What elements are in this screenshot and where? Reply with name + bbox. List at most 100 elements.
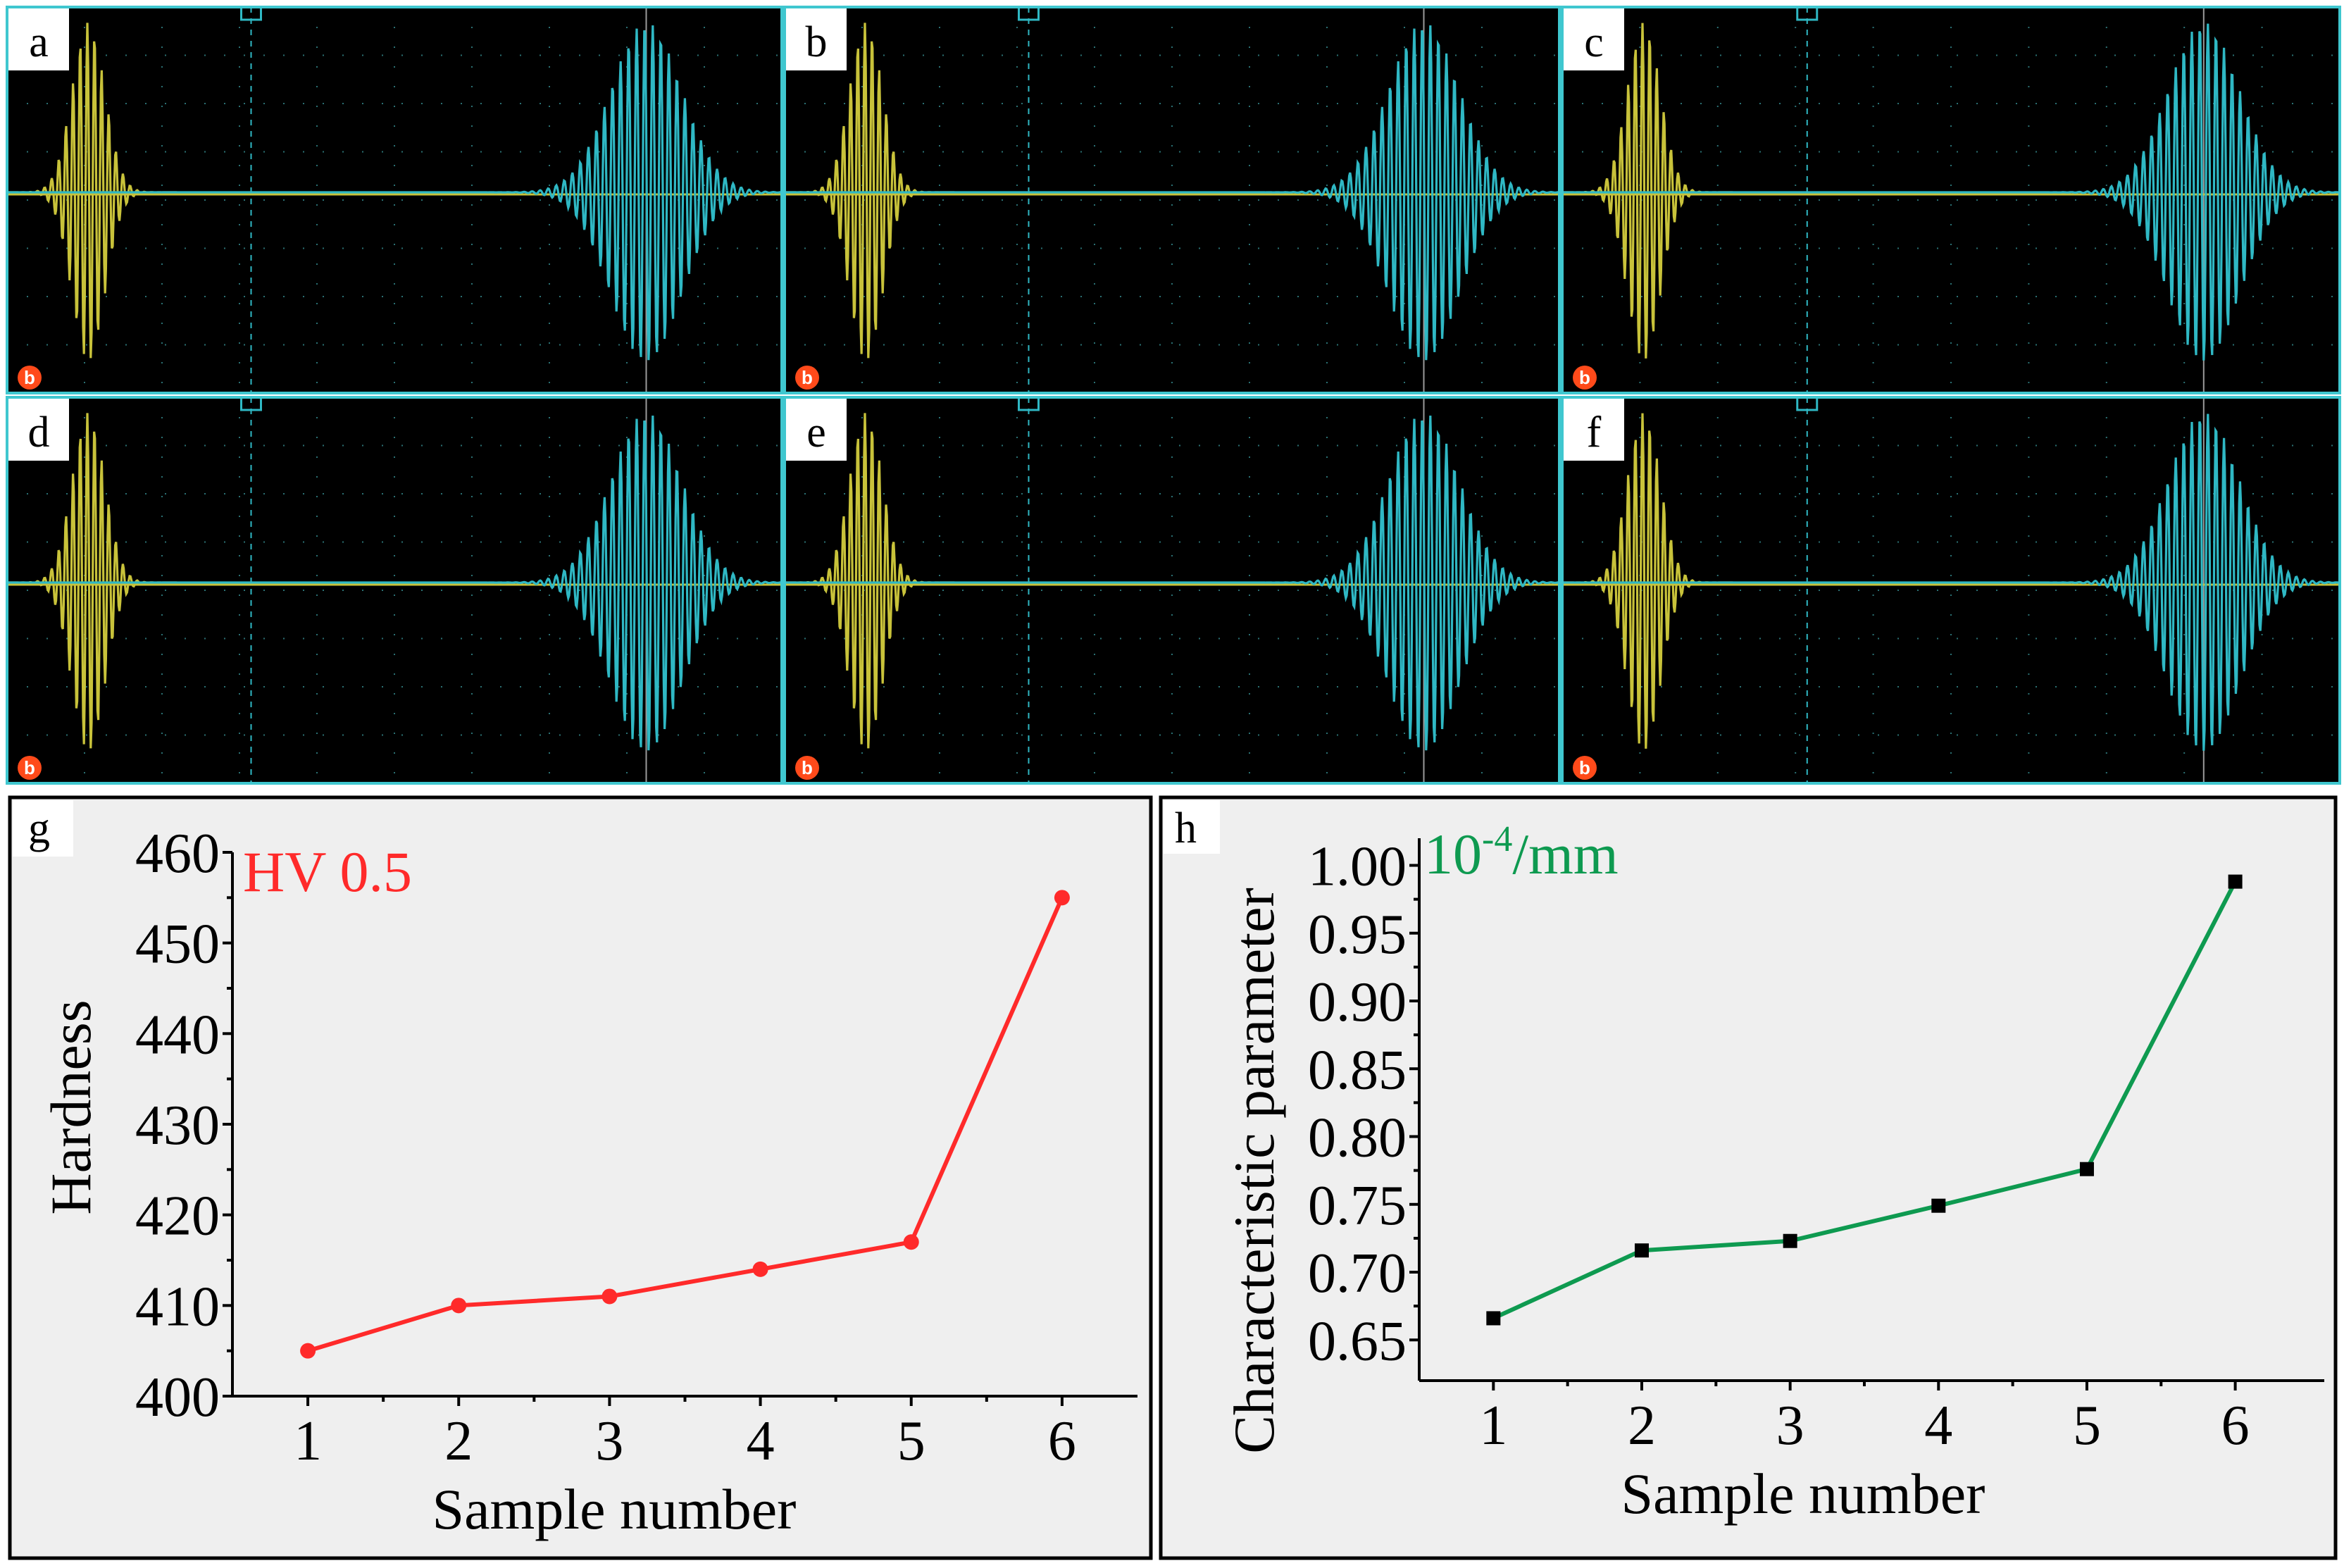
y-tick-label: 440 — [135, 1004, 220, 1066]
series-line — [307, 897, 1064, 1353]
channel-marker-icon — [795, 756, 819, 780]
hardness-axes: 400 410 420 430 440 450 460 1 2 3 4 5 6 — [135, 823, 1137, 1472]
hardness-chart: g HV 0.5 Sample number Hardness 40041042… — [8, 795, 1153, 1560]
osc-echo-signal — [1562, 413, 2340, 751]
y-tick-label: 410 — [135, 1276, 220, 1338]
channel-marker-icon — [1573, 756, 1597, 780]
data-point — [1783, 1233, 1797, 1248]
y-tick-label: 450 — [135, 914, 220, 976]
hardness-unit-annotation: HV 0.5 — [243, 840, 412, 904]
channel-marker-label: b — [1579, 367, 1590, 388]
parameter-marks — [1486, 874, 2243, 1326]
y-tick-label: 1.00 — [1308, 836, 1407, 898]
panel-label-box-a — [8, 8, 69, 70]
channel-marker-label: b — [802, 367, 813, 388]
panel-label-box-d — [8, 399, 69, 461]
oscilloscope-panel-f: fb — [1561, 396, 2341, 785]
osc-border — [1561, 6, 2341, 394]
hardness-marks — [300, 890, 1070, 1359]
channel-marker-icon — [18, 366, 42, 390]
channel-marker-icon — [795, 366, 819, 390]
data-point — [451, 1298, 467, 1314]
hardness-y-axis-title: Hardness — [39, 1000, 103, 1214]
osc-echo-signal — [1562, 23, 2340, 361]
panel-label-f: f — [1587, 409, 1602, 456]
data-point — [1486, 1311, 1501, 1326]
panel-label-d: d — [28, 409, 50, 456]
oscilloscope-panel-e: eb — [783, 396, 1561, 785]
x-tick-label: 4 — [747, 1410, 775, 1472]
panel-label-box-c — [1564, 8, 1624, 70]
osc-border — [1561, 396, 2341, 785]
x-tick-label: 6 — [1048, 1410, 1076, 1472]
oscilloscope-panel-a: ab — [6, 6, 783, 394]
parameter-unit-annotation: 10-4/mm — [1424, 819, 1619, 886]
data-point — [752, 1261, 768, 1277]
osc-border — [783, 396, 1561, 785]
data-point — [1634, 1243, 1649, 1258]
unit-suffix: /mm — [1512, 822, 1618, 886]
x-tick-label: 1 — [294, 1410, 322, 1472]
x-tick-label: 2 — [1628, 1395, 1656, 1457]
data-point — [2079, 1162, 2094, 1176]
panel-label-box-f — [1564, 399, 1624, 461]
parameter-x-axis-title: Sample number — [1621, 1462, 1985, 1526]
hardness-x-axis-title: Sample number — [432, 1477, 797, 1541]
x-tick-label: 5 — [897, 1410, 925, 1472]
data-point — [300, 1343, 316, 1359]
y-tick-label: 0.75 — [1308, 1175, 1407, 1237]
channel-marker-label: b — [24, 757, 35, 778]
y-tick-label: 430 — [135, 1095, 220, 1157]
osc-echo-signal — [785, 415, 1559, 751]
panel-label-box-h — [1164, 800, 1220, 854]
channel-marker-label: b — [24, 367, 35, 388]
x-tick-label: 3 — [1776, 1395, 1804, 1457]
panel-label-e: e — [806, 409, 826, 456]
y-tick-label: 400 — [135, 1367, 220, 1429]
panel-label-a: a — [29, 18, 49, 66]
data-point — [1931, 1198, 1946, 1213]
y-tick-label: 0.70 — [1308, 1243, 1407, 1305]
oscilloscope-panel-b: bb — [783, 6, 1561, 394]
unit-base: 10 — [1424, 822, 1482, 886]
channel-marker-icon — [18, 756, 42, 780]
characteristic-parameter-chart: h 10-4/mm Sample number Characteristic p… — [1159, 795, 2338, 1560]
x-tick-label: 2 — [444, 1410, 473, 1472]
y-tick-label: 460 — [135, 823, 220, 885]
y-tick-label: 0.80 — [1308, 1107, 1407, 1169]
oscilloscope-panel-c: cb — [1561, 6, 2341, 394]
data-point — [2228, 874, 2243, 889]
panel-label-b: b — [806, 18, 828, 66]
osc-border — [6, 6, 783, 394]
x-tick-label: 3 — [595, 1410, 623, 1472]
hardness-chart-frame — [8, 795, 1153, 1560]
channel-marker-icon — [1573, 366, 1597, 390]
osc-echo-signal — [7, 25, 782, 361]
panel-label-box-g — [13, 800, 73, 857]
x-tick-label: 6 — [2221, 1395, 2250, 1457]
y-tick-label: 0.85 — [1308, 1039, 1407, 1101]
panel-label-g: g — [28, 804, 50, 852]
parameter-chart-frame — [1159, 795, 2338, 1560]
y-tick-label: 420 — [135, 1186, 220, 1247]
osc-echo-signal — [7, 415, 782, 751]
channel-marker-label: b — [802, 757, 813, 778]
panel-label-c: c — [1584, 18, 1604, 66]
unit-exponent: -4 — [1482, 819, 1512, 859]
panel-label-box-b — [786, 8, 847, 70]
data-point — [601, 1288, 618, 1305]
channel-marker-label: b — [1579, 757, 1590, 778]
parameter-axes: 0.650.700.750.800.850.900.951.00 1 2 3 4 5 6 — [1308, 836, 2324, 1457]
x-tick-label: 4 — [1924, 1395, 1952, 1457]
y-tick-label: 0.95 — [1308, 904, 1407, 966]
oscilloscope-panel-d: db — [6, 396, 783, 785]
y-tick-label: 0.90 — [1308, 971, 1407, 1033]
panel-label-h: h — [1175, 804, 1197, 852]
y-tick-label: 0.65 — [1308, 1310, 1407, 1372]
osc-border — [783, 6, 1561, 394]
parameter-y-axis-title: Characteristic parameter — [1222, 888, 1286, 1454]
osc-echo-signal — [785, 25, 1559, 361]
data-point — [1054, 890, 1070, 906]
